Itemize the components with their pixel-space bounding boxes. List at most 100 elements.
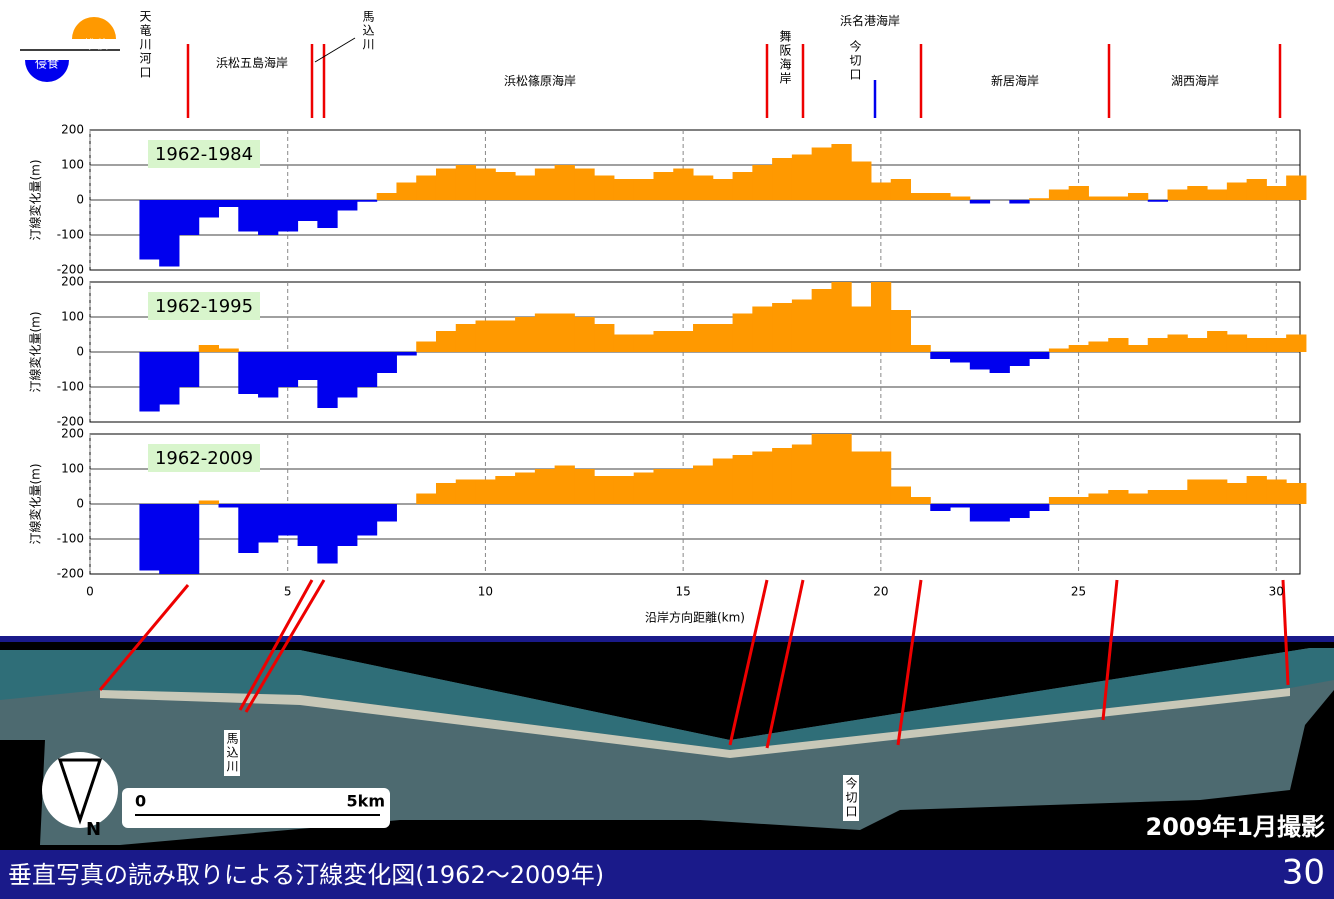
bar [1207, 480, 1227, 505]
bar [1009, 504, 1029, 518]
bar [673, 469, 693, 504]
bar [179, 200, 199, 235]
bar [812, 148, 832, 201]
bar [752, 452, 772, 505]
y-axis-label: 汀線変化量(m) [28, 311, 43, 392]
y-tick-label: 0 [76, 497, 84, 511]
series-title: 1962-1984 [155, 144, 253, 165]
bar [594, 476, 614, 504]
bar [1148, 200, 1168, 202]
bar [357, 200, 377, 202]
bar [1029, 352, 1049, 359]
photo-label: 馬込川 [224, 730, 240, 776]
bar [139, 504, 159, 571]
bar [476, 321, 496, 353]
bar [851, 162, 871, 201]
bar [673, 331, 693, 352]
bar [377, 504, 397, 522]
bar [713, 179, 733, 200]
y-tick-label: -100 [57, 380, 84, 394]
accretion-icon [72, 17, 116, 39]
scale-end: 5km [347, 792, 385, 811]
bar [476, 480, 496, 505]
bar [1029, 504, 1049, 511]
bar [1128, 494, 1148, 505]
bar [970, 504, 990, 522]
bar [950, 352, 970, 363]
x-tick-label: 0 [86, 585, 94, 599]
bar [891, 310, 911, 352]
bar [614, 476, 634, 504]
bar [713, 324, 733, 352]
bar [1266, 480, 1286, 505]
bar [1286, 483, 1306, 504]
x-tick-label: 15 [675, 585, 690, 599]
y-tick-label: -100 [57, 532, 84, 546]
bar [317, 352, 337, 408]
coast-label: 浜名港海岸 [810, 12, 930, 29]
bar [1029, 198, 1049, 200]
bar [278, 352, 298, 387]
bar [990, 352, 1010, 373]
bar [792, 445, 812, 505]
bar [634, 179, 654, 200]
bar [456, 165, 476, 200]
y-tick-label: -100 [57, 228, 84, 242]
bar [1187, 338, 1207, 352]
bar [930, 352, 950, 359]
bar [436, 331, 456, 352]
bar [891, 487, 911, 505]
bar [653, 331, 673, 352]
bar [574, 317, 594, 352]
bar [693, 176, 713, 201]
coast-label: 浜松五島海岸 [210, 54, 294, 71]
page: 侵食 堆積 N 0 5km 2009年1月撮影 垂直写真の読み取りによる汀線変化… [0, 0, 1334, 899]
bar [693, 466, 713, 505]
bar [535, 169, 555, 201]
bar [1207, 190, 1227, 201]
bar [772, 303, 792, 352]
bar [219, 349, 239, 353]
page-number: 30 [1282, 853, 1325, 893]
bar [179, 504, 199, 574]
bar [831, 282, 851, 352]
bar [238, 200, 258, 232]
bar [891, 179, 911, 200]
bar [1128, 345, 1148, 352]
x-tick-label: 25 [1071, 585, 1086, 599]
bar [614, 179, 634, 200]
bar [219, 200, 239, 207]
bar [238, 352, 258, 394]
bar [1187, 186, 1207, 200]
x-tick-label: 10 [478, 585, 493, 599]
bar [733, 314, 753, 353]
bar [258, 352, 278, 398]
bar [792, 155, 812, 201]
bar [1009, 200, 1029, 204]
bar [1168, 190, 1188, 201]
bar [159, 504, 179, 574]
bar [1049, 497, 1069, 504]
slide: 侵食 堆積 N 0 5km 2009年1月撮影 垂直写真の読み取りによる汀線変化… [0, 0, 1334, 899]
bar [1088, 494, 1108, 505]
bar [772, 448, 792, 504]
bar [733, 455, 753, 504]
coast-label: 天竜川河口 [138, 10, 152, 80]
y-tick-label: 200 [61, 427, 84, 441]
bar [1266, 338, 1286, 352]
bar [653, 469, 673, 504]
bar [1227, 335, 1247, 353]
bar [1049, 349, 1069, 353]
bar [199, 200, 219, 218]
x-tick-label: 20 [873, 585, 888, 599]
bar [1266, 186, 1286, 200]
bar [634, 473, 654, 505]
bar [1069, 186, 1089, 200]
bar [990, 504, 1010, 522]
bar [1247, 179, 1267, 200]
y-tick-label: 200 [61, 275, 84, 289]
bar [911, 345, 931, 352]
bar [752, 307, 772, 353]
bar [377, 193, 397, 200]
bar [416, 342, 436, 353]
